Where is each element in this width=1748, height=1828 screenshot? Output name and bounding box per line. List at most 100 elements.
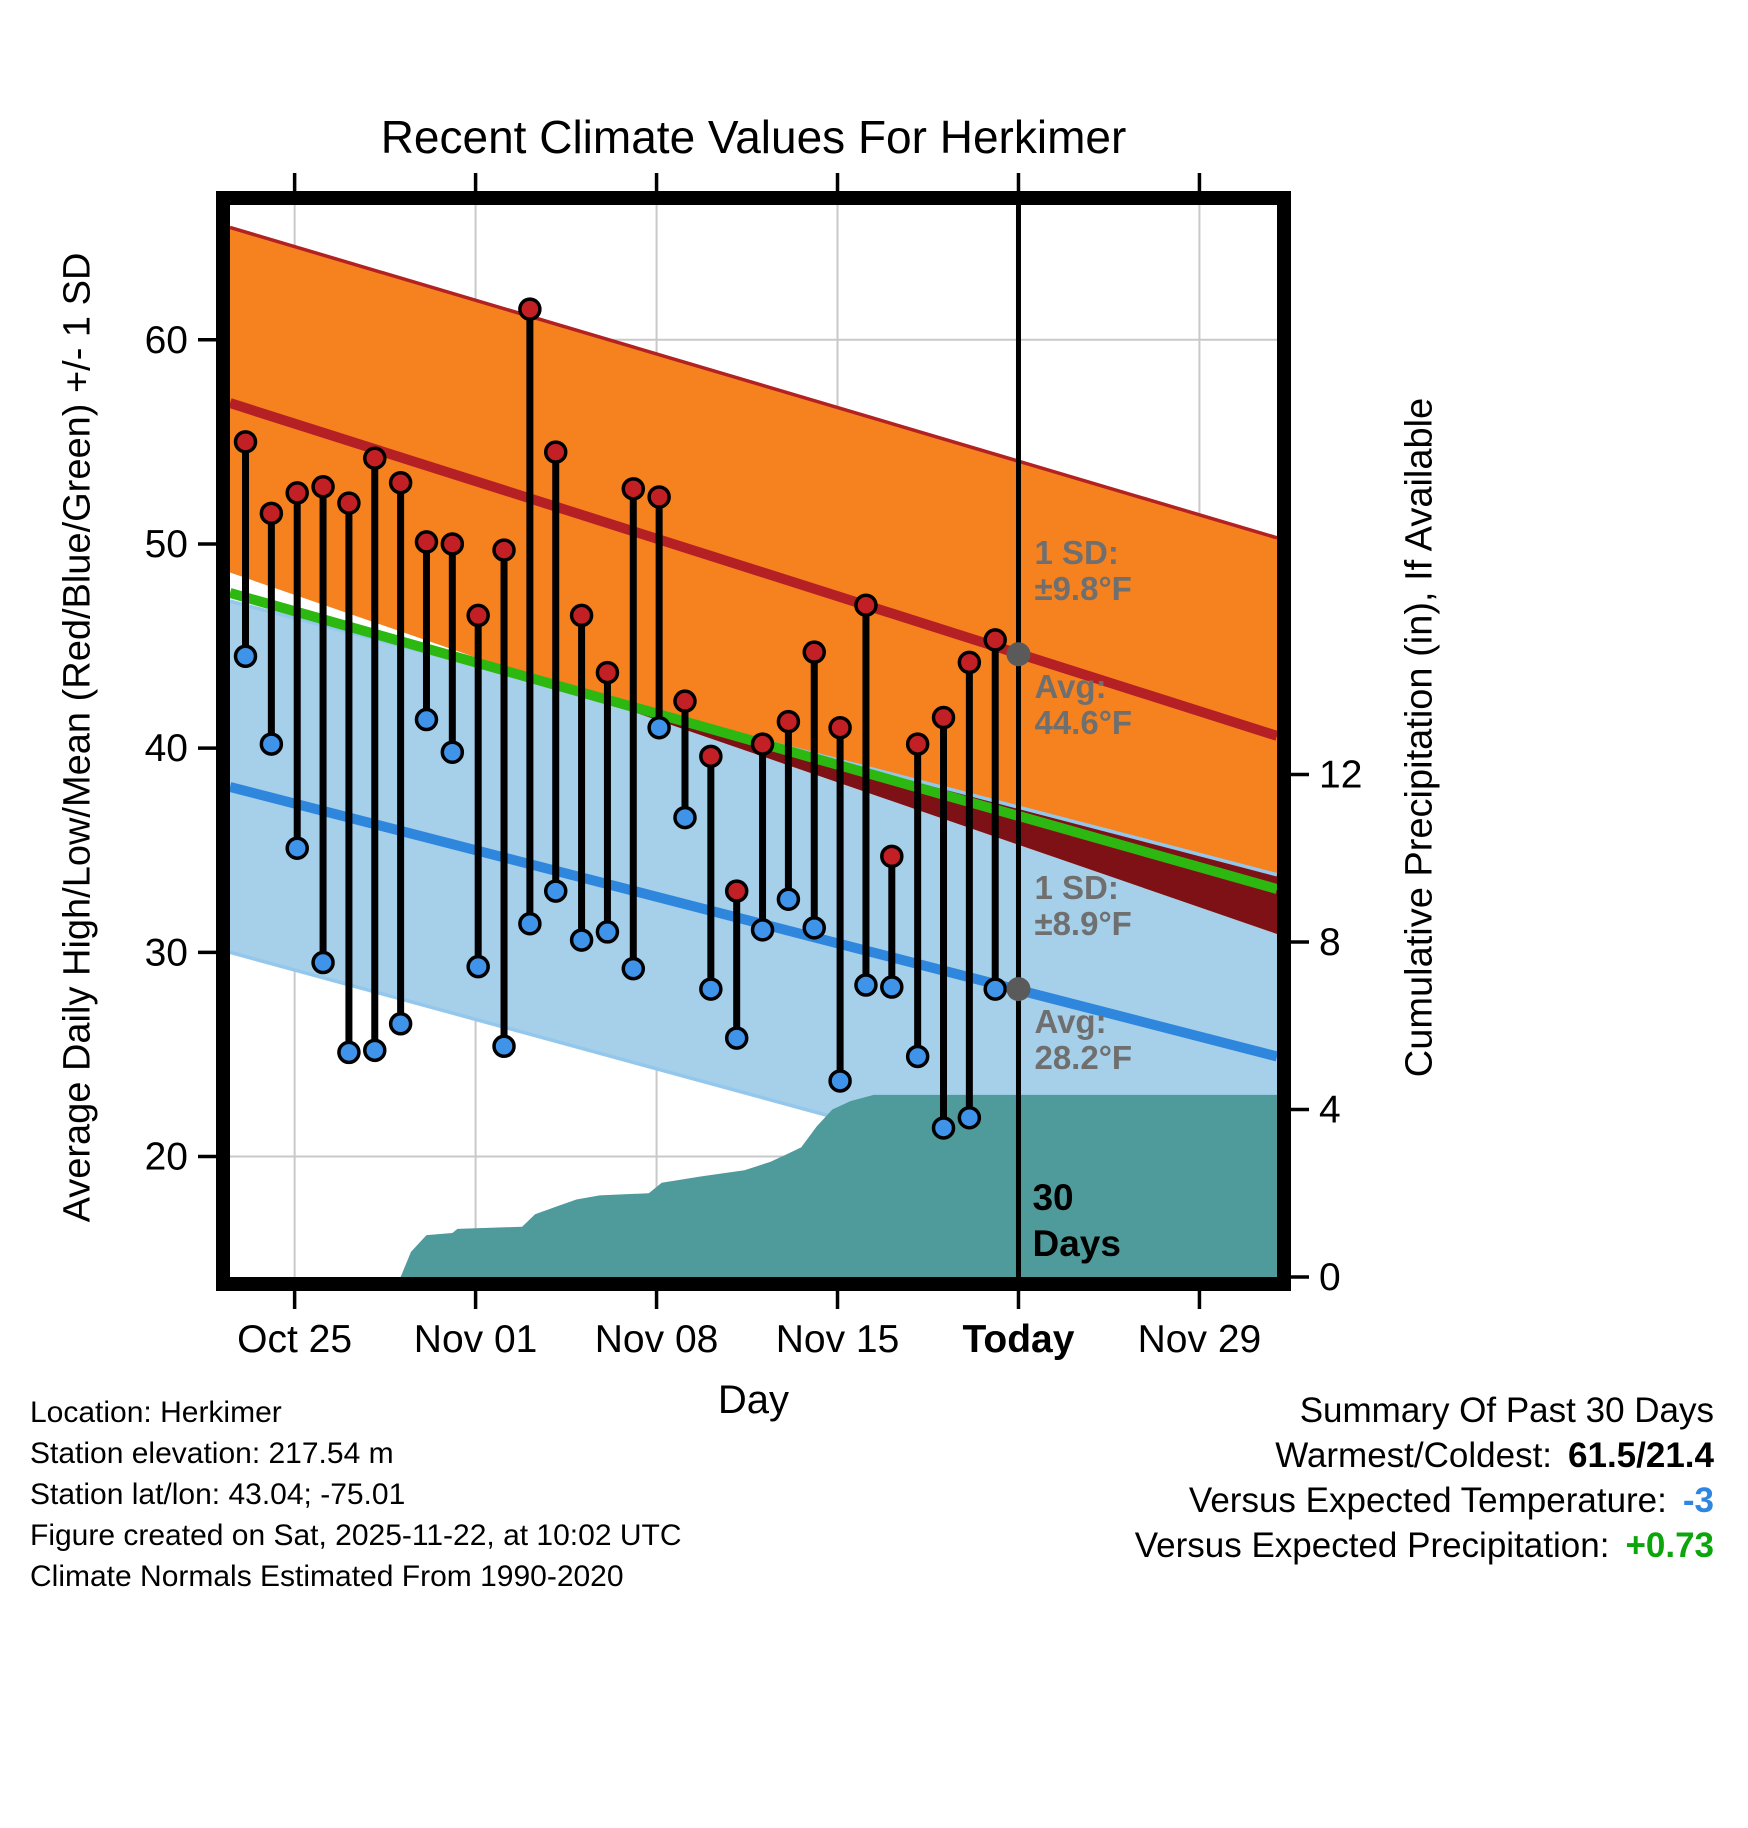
thirty-days-annotation: 30 — [1032, 1177, 1073, 1218]
daily-high-dot — [388, 470, 413, 495]
daily-high-dot — [518, 297, 542, 321]
daily-low-dot — [647, 715, 671, 740]
daily-low-dot — [828, 1069, 852, 1093]
daily-high-dot — [440, 532, 465, 556]
summary-row-warmest-coldest: Warmest/Coldest: 61.5/21.4 — [1135, 1433, 1714, 1478]
daily-low-dot — [595, 920, 620, 944]
daily-high-dot — [776, 709, 801, 734]
daily-high-dot — [259, 501, 284, 526]
daily-high-dot — [569, 603, 594, 628]
daily-high-dot — [414, 530, 439, 554]
summary-label: Versus Expected Precipitation: — [1134, 1526, 1610, 1565]
high-sd-annotation: ±9.8°F — [1034, 570, 1131, 607]
metadata-created: Figure created on Sat, 2025-11-22, at 10… — [30, 1519, 682, 1552]
daily-low-dot — [466, 954, 490, 979]
y-left-tick-label: 40 — [145, 727, 188, 770]
left-axis-label: Average Daily High/Low/Mean (Red/Blue/Gr… — [56, 252, 99, 1223]
high-avg-annotation: Avg: — [1034, 668, 1106, 705]
daily-high-dot — [621, 477, 646, 501]
daily-high-dot — [337, 491, 361, 515]
summary-value: 61.5/21.4 — [1568, 1436, 1714, 1475]
high-sd-annotation: 1 SD: — [1034, 534, 1118, 571]
daily-low-dot — [492, 1034, 516, 1059]
avg-high-marker-dot — [1006, 642, 1031, 667]
y-right-tick-label: 0 — [1319, 1256, 1341, 1299]
axis-layer: 20 30 40 50 60 0 4 8 12 Oct 25 Nov 01 Nov 08 Nov 15 T… — [145, 173, 1362, 1361]
summary-panel: Summary Of Past 30 Days Warmest/Coldest:… — [1135, 1388, 1714, 1568]
daily-obs-layer — [233, 297, 1007, 1140]
daily-high-dot — [595, 660, 620, 685]
plot-border — [216, 191, 1291, 1291]
daily-high-dot — [931, 705, 956, 730]
daily-low-dot — [880, 975, 904, 999]
x-tick-label: Nov 01 — [414, 1318, 538, 1361]
daily-high-dot — [983, 628, 1007, 652]
daily-low-dot — [337, 1040, 361, 1065]
daily-low-dot — [285, 836, 309, 860]
daily-high-dot — [543, 440, 568, 464]
daily-high-dot — [854, 593, 878, 617]
daily-low-dot — [673, 805, 697, 830]
daily-low-dot — [569, 928, 594, 952]
x-tick-label: Oct 25 — [237, 1318, 352, 1361]
summary-row-vs-precipitation: Versus Expected Precipitation: +0.73 — [1135, 1523, 1714, 1568]
right-axis-label: Cumulative Precipitation (in), If Availa… — [1398, 397, 1441, 1078]
daily-low-dot — [854, 973, 878, 997]
metadata-elevation: Station elevation: 217.54 m — [30, 1437, 394, 1470]
daily-high-dot — [285, 481, 309, 505]
daily-high-dot — [311, 475, 335, 499]
x-tick-label: Nov 29 — [1138, 1318, 1262, 1361]
daily-high-dot — [905, 732, 930, 756]
daily-low-dot — [724, 1026, 749, 1050]
daily-low-dot — [802, 916, 827, 940]
daily-low-dot — [259, 732, 284, 756]
x-tick-label: Today — [962, 1318, 1074, 1361]
daily-high-dot — [233, 430, 258, 454]
daily-high-dot — [957, 650, 982, 675]
y-left-tick-label: 50 — [145, 523, 188, 566]
summary-value: +0.73 — [1625, 1526, 1714, 1565]
daily-low-dot — [983, 977, 1007, 1001]
daily-high-dot — [647, 485, 671, 509]
daily-low-dot — [699, 977, 723, 1001]
low-avg-annotation: Avg: — [1034, 1003, 1106, 1040]
y-left-tick-label: 60 — [145, 319, 188, 362]
daily-low-dot — [543, 879, 568, 903]
precip-area-layer — [400, 1094, 1277, 1277]
summary-label: Versus Expected Temperature: — [1188, 1481, 1667, 1520]
y-right-tick-label: 4 — [1319, 1089, 1341, 1132]
daily-high-dot — [750, 732, 775, 756]
daily-low-dot — [233, 644, 258, 669]
daily-high-dot — [492, 538, 516, 562]
y-right-tick-label: 12 — [1319, 754, 1362, 797]
daily-low-dot — [388, 1012, 413, 1036]
y-left-tick-label: 30 — [145, 931, 188, 974]
daily-low-dot — [518, 912, 542, 936]
high-avg-annotation: 44.6°F — [1034, 704, 1132, 741]
daily-low-dot — [931, 1116, 956, 1140]
daily-high-dot — [466, 603, 490, 628]
page-title: Recent Climate Values For Herkimer — [380, 111, 1127, 163]
daily-low-dot — [621, 956, 646, 981]
daily-low-dot — [750, 918, 775, 942]
daily-high-dot — [828, 715, 852, 740]
daily-high-dot — [699, 744, 723, 769]
daily-high-dot — [802, 640, 827, 664]
y-left-tick-label: 20 — [145, 1136, 188, 1179]
summary-value: -3 — [1682, 1481, 1714, 1520]
thirty-days-annotation: Days — [1032, 1223, 1120, 1264]
daily-low-dot — [440, 740, 465, 764]
daily-low-dot — [957, 1105, 982, 1130]
x-tick-label: Nov 08 — [595, 1318, 719, 1361]
low-sd-annotation: 1 SD: — [1034, 869, 1118, 906]
y-right-tick-label: 8 — [1319, 921, 1341, 964]
daily-low-dot — [311, 950, 335, 975]
daily-low-dot — [776, 887, 801, 911]
avg-low-marker-dot — [1006, 977, 1031, 1002]
summary-label: Warmest/Coldest: — [1275, 1436, 1553, 1475]
daily-low-dot — [414, 707, 439, 732]
summary-title: Summary Of Past 30 Days — [1299, 1391, 1714, 1430]
station-metadata: Location: Herkimer Station elevation: 21… — [30, 1392, 682, 1597]
